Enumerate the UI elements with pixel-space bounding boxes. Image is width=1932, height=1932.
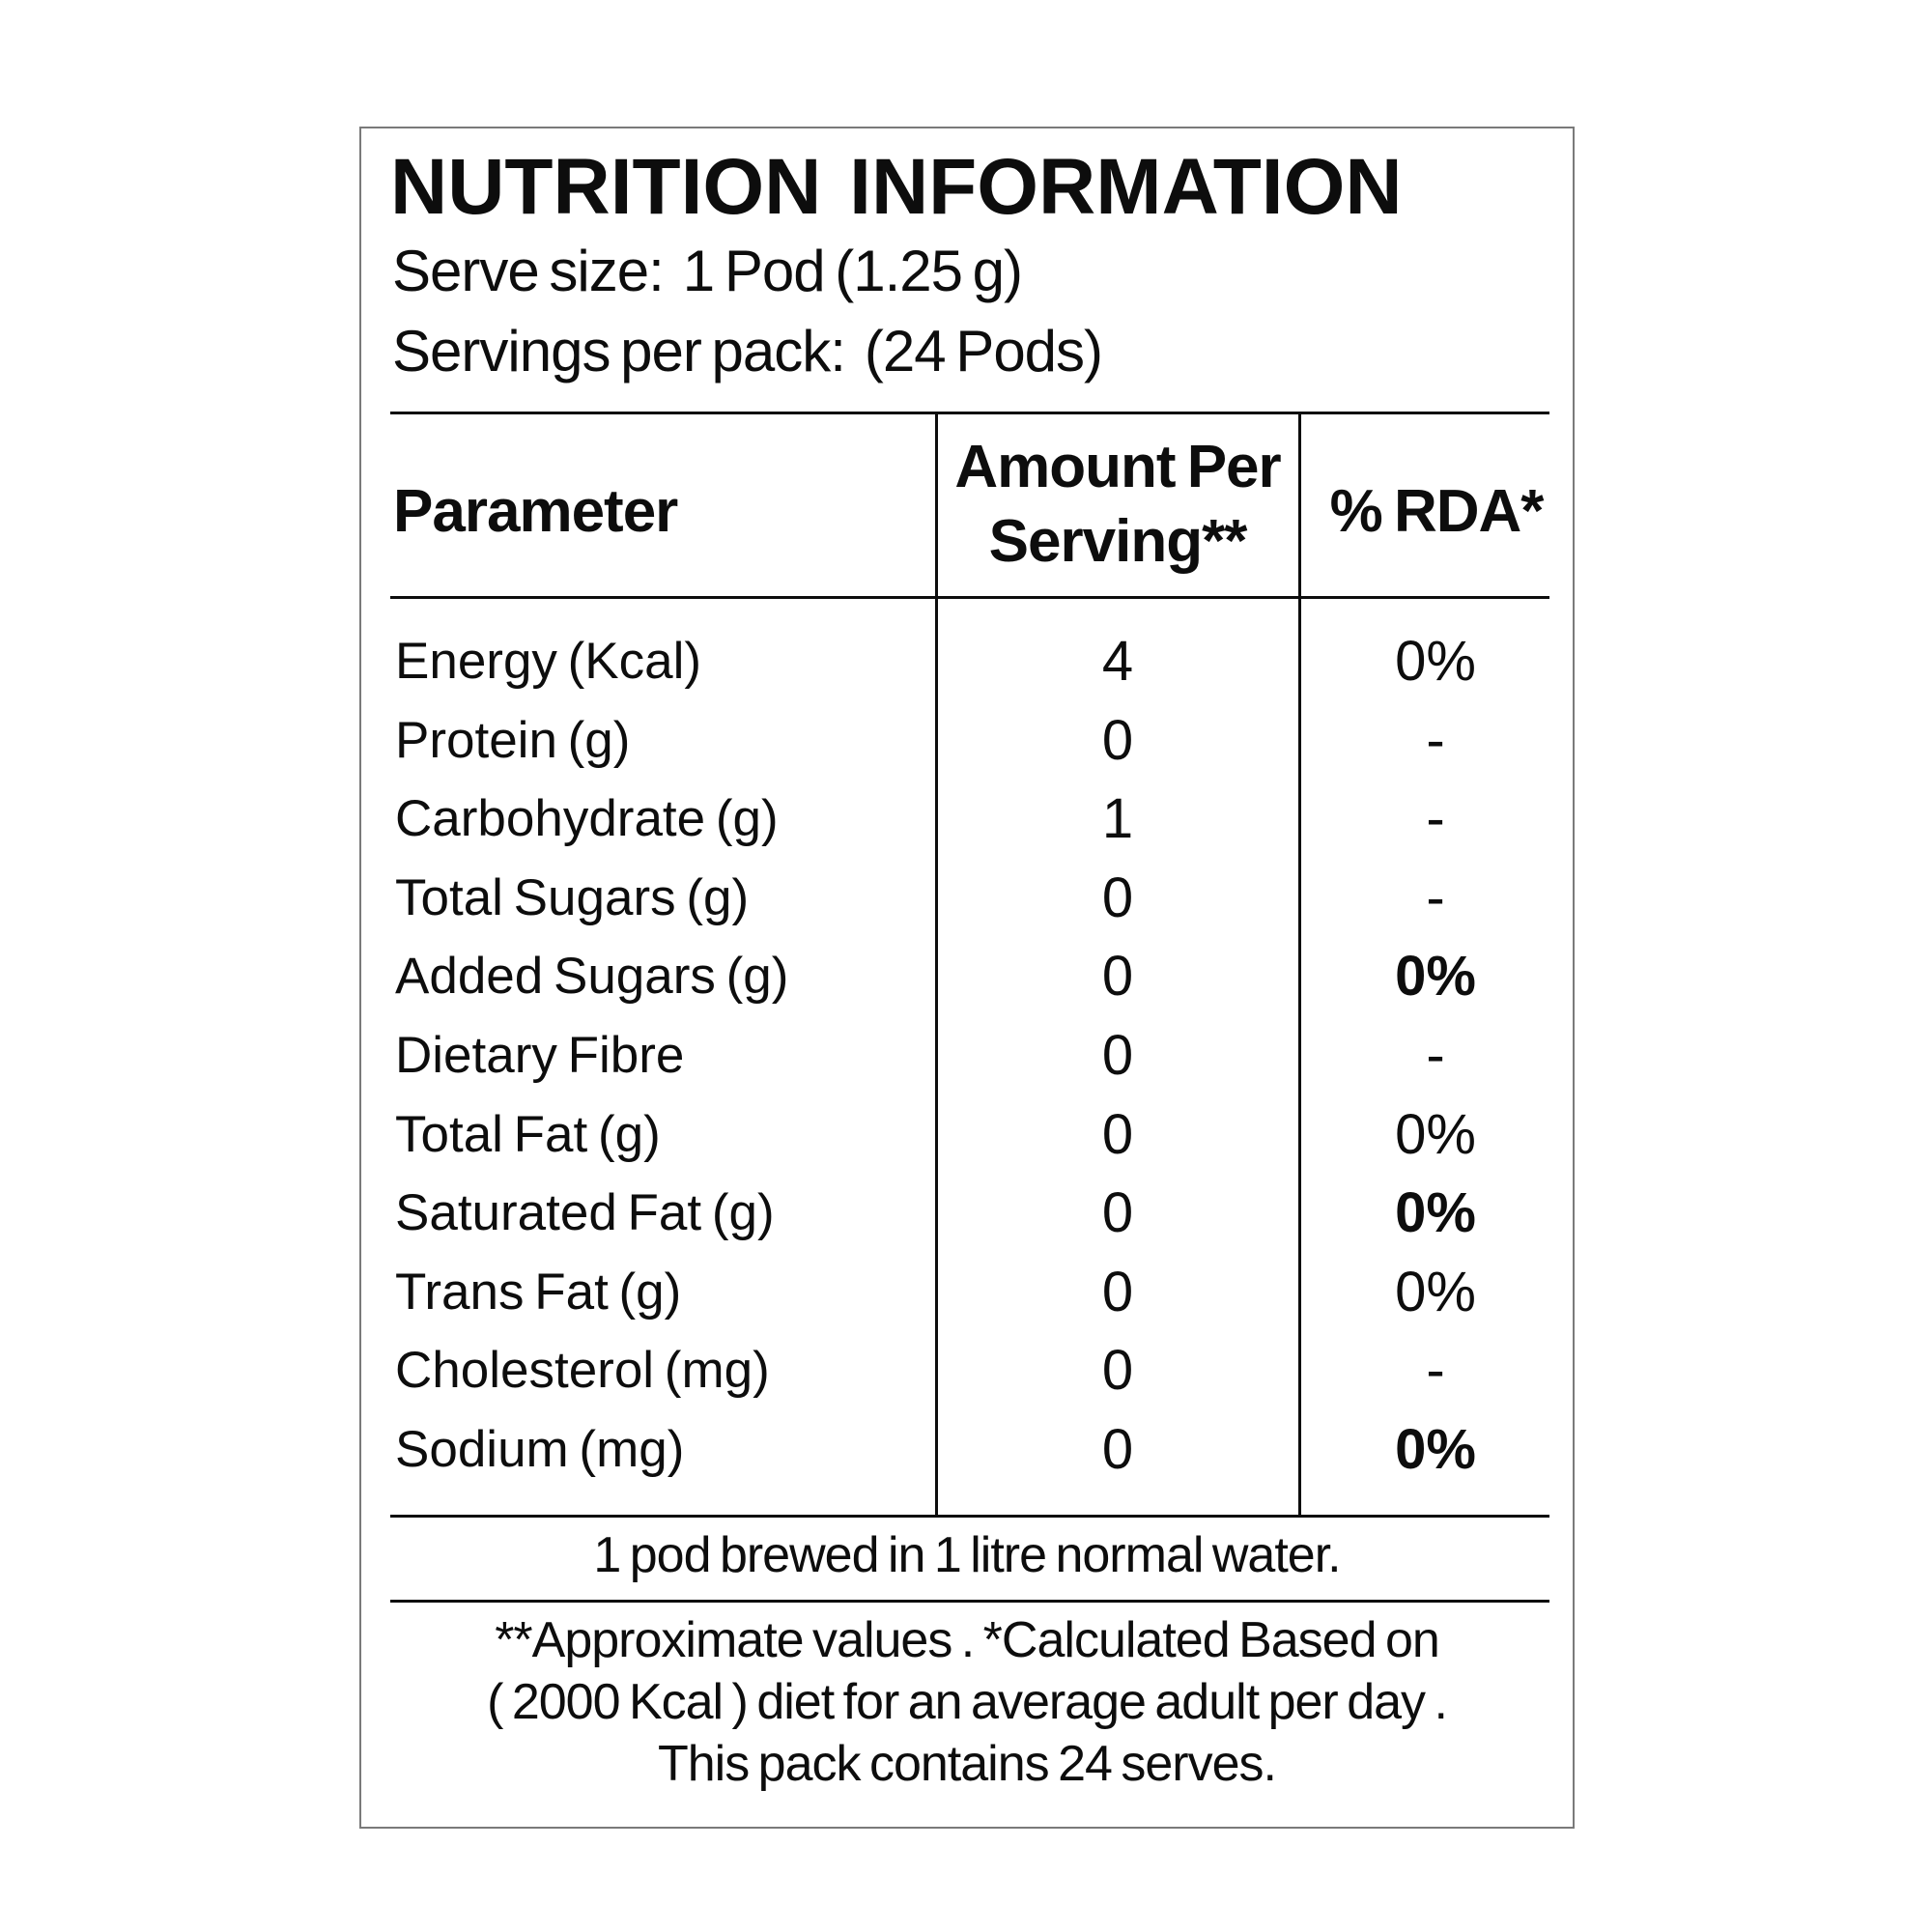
divider-top-rule [390,412,1549,414]
row-amount: 0 [1101,1339,1134,1403]
row-amount: 0 [1101,1260,1134,1323]
table-row: Dietary Fibre 0 - [361,1016,1573,1095]
divider-header-rule [390,596,1549,599]
table-row: Trans Fat (g) 0 0% [361,1253,1573,1332]
row-rda: 0% [1395,1260,1476,1323]
header-parameter: Parameter [393,478,678,545]
footnote-line: This pack contains 24 serves. [658,1736,1277,1792]
row-parameter: Carbohydrate (g) [395,790,779,848]
row-parameter: Trans Fat (g) [395,1263,682,1321]
row-rda: - [1426,708,1445,772]
row-parameter: Saturated Fat (g) [395,1184,775,1242]
nutrition-table-body: Energy (Kcal) 4 0% Protein (g) 0 - Carbo… [361,622,1573,1490]
header-rda: % RDA* [1329,478,1545,545]
row-parameter: Total Sugars (g) [395,868,750,926]
row-rda: - [1426,1339,1445,1403]
row-parameter: Energy (Kcal) [395,633,702,690]
row-rda: - [1426,1023,1445,1087]
table-row: Added Sugars (g) 0 0% [361,937,1573,1016]
footnote-line: ( 2000 Kcal ) diet for an average adult … [487,1674,1448,1730]
row-parameter: Added Sugars (g) [395,948,789,1006]
divider-bottom-rule [390,1515,1549,1518]
table-row: Saturated Fat (g) 0 0% [361,1174,1573,1253]
row-rda: - [1426,866,1445,929]
column-divider-2 [1298,412,1301,1518]
table-row: Protein (g) 0 - [361,701,1573,781]
row-parameter: Dietary Fibre [395,1026,685,1084]
header-amount-per-serving: Amount Per Serving** [937,430,1298,579]
row-rda: 0% [1395,945,1476,1009]
row-rda: - [1426,787,1445,851]
row-amount: 0 [1101,708,1134,772]
footnote-line: **Approximate values . *Calculated Based… [495,1612,1440,1668]
row-amount: 0 [1101,945,1134,1009]
table-row: Cholesterol (mg) 0 - [361,1331,1573,1410]
footnotes: **Approximate values . *Calculated Based… [361,1609,1573,1795]
row-amount: 4 [1101,630,1134,693]
row-amount: 0 [1101,1417,1134,1481]
row-amount: 0 [1101,1181,1134,1245]
table-row: Total Sugars (g) 0 - [361,859,1573,938]
row-rda: 0% [1395,1181,1476,1245]
label-title: NUTRITION INFORMATION [390,143,1403,231]
serve-size-value: 1 Pod (1.25 g) [682,239,1023,303]
row-amount: 1 [1101,787,1134,851]
header-amount-line1: Amount Per [954,434,1281,500]
servings-label: Servings per pack: [392,319,846,384]
table-row: Total Fat (g) 0 0% [361,1095,1573,1175]
nutrition-label-box: NUTRITION INFORMATION Serve size: 1 Pod (… [359,127,1575,1829]
brew-instruction: 1 pod brewed in 1 litre normal water. [593,1527,1341,1583]
row-parameter: Total Fat (g) [395,1105,661,1163]
row-parameter: Sodium (mg) [395,1420,685,1478]
servings-value: (24 Pods) [864,319,1103,384]
row-rda: 0% [1395,1417,1476,1481]
row-amount: 0 [1101,1023,1134,1087]
row-rda: 0% [1395,1102,1476,1166]
table-row: Carbohydrate (g) 1 - [361,780,1573,859]
divider-footnote-rule [390,1600,1549,1603]
table-row: Sodium (mg) 0 0% [361,1410,1573,1490]
row-parameter: Cholesterol (mg) [395,1342,770,1400]
serve-size-label: Serve size: [392,239,665,303]
header-amount-line2: Serving** [988,508,1248,575]
serve-size-line: Serve size: 1 Pod (1.25 g) [392,238,1023,304]
row-parameter: Protein (g) [395,711,631,769]
table-row: Energy (Kcal) 4 0% [361,622,1573,701]
row-amount: 0 [1101,1102,1134,1166]
row-rda: 0% [1395,630,1476,693]
column-divider-1 [935,412,938,1518]
row-amount: 0 [1101,866,1134,929]
servings-per-pack-line: Servings per pack: (24 Pods) [392,318,1103,384]
